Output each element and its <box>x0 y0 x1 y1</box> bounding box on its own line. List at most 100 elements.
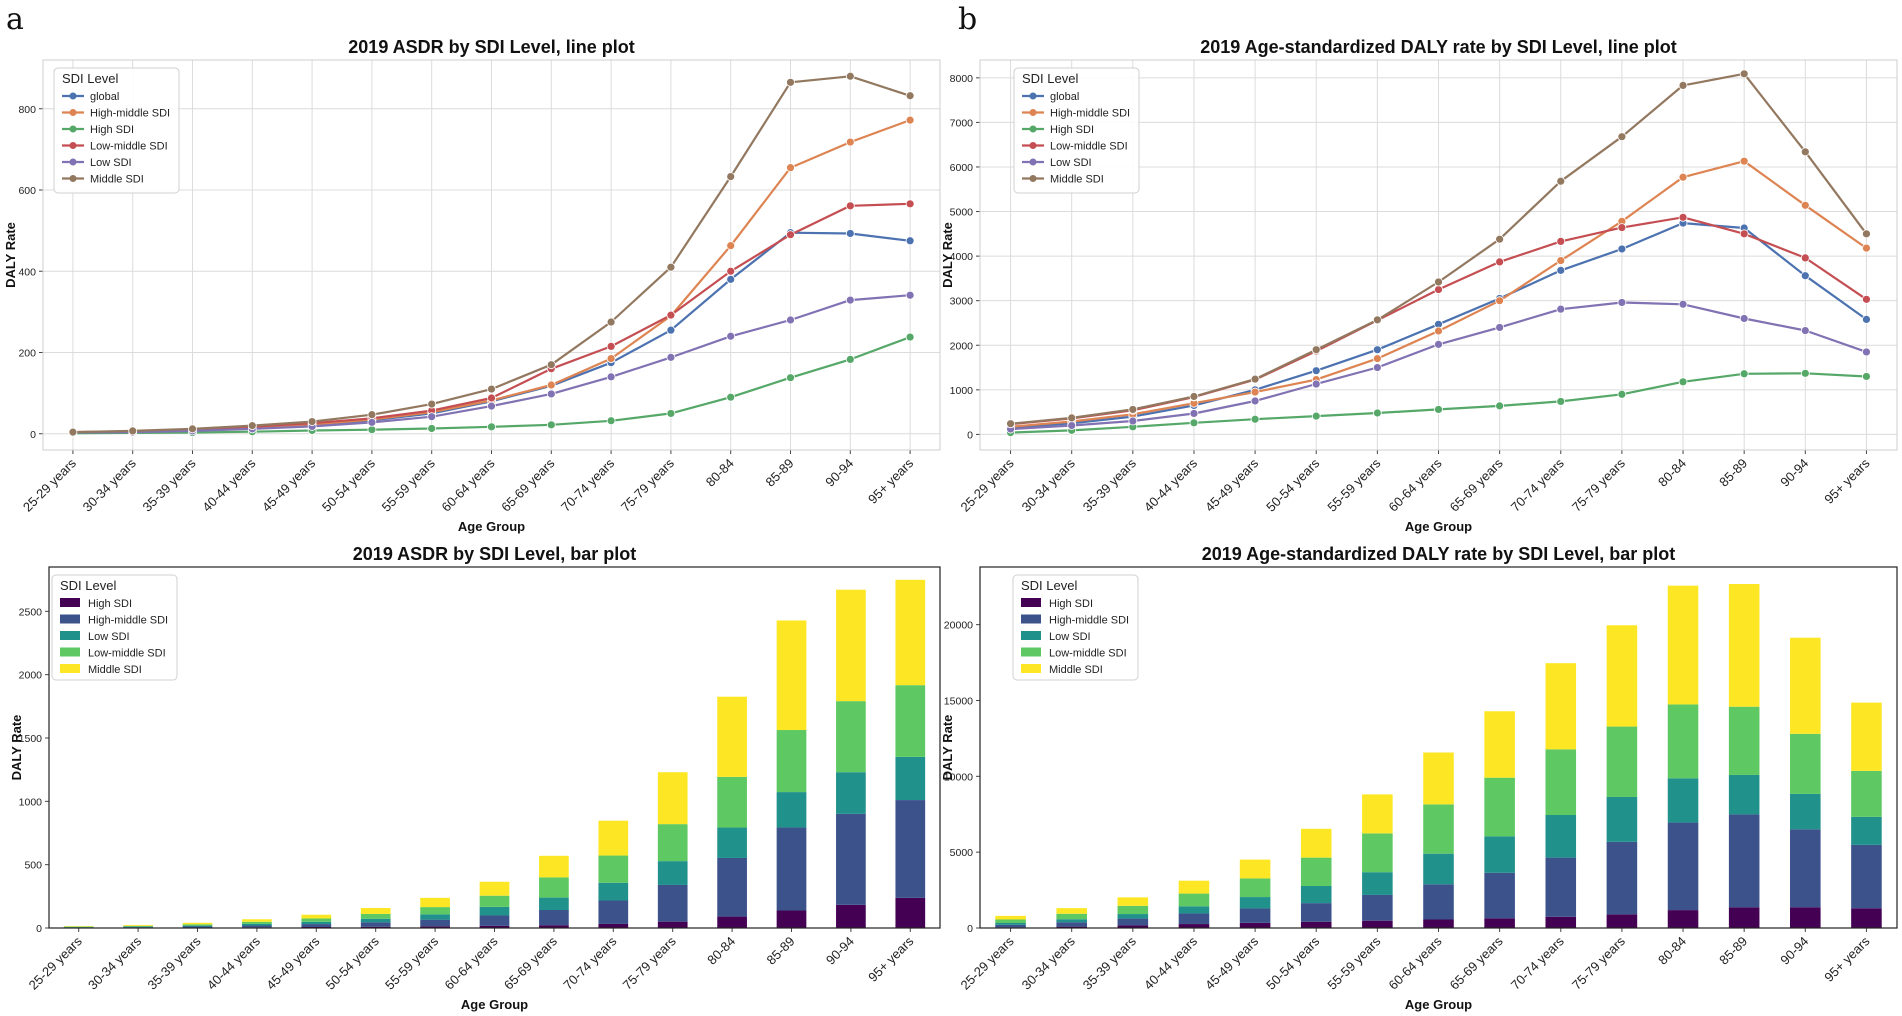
asdr-bar-legend-low-middle-sdi-label: Low-middle SDI <box>88 648 166 660</box>
asdr-line-xtick-label: 50-54 years <box>319 455 379 515</box>
asdr-bar-bar-high-middle-sdi <box>301 924 332 927</box>
daly-bar-bar-high-middle-sdi <box>1606 841 1638 915</box>
daly-bar-bar-low-middle-sdi <box>995 919 1026 923</box>
asdr-line-series-middle-sdi-point <box>606 317 616 327</box>
daly-line-xtick-label: 55-59 years <box>1324 455 1384 515</box>
daly-bar-legend-low-sdi-swatch <box>1021 631 1041 640</box>
asdr-line-series-middle-sdi-point <box>546 360 556 370</box>
asdr-bar-bar-high-middle-sdi <box>776 827 807 911</box>
asdr-line-legend-low-sdi-marker <box>69 158 77 166</box>
panel-letter-b: b <box>958 2 978 37</box>
daly-line-xtick-label: 95+ years <box>1821 455 1873 507</box>
daly-bar-bar-low-sdi <box>1606 796 1638 842</box>
daly-line-series-high-middle-sdi-point <box>1250 387 1260 397</box>
asdr-line-xlabel: Age Group <box>458 519 525 534</box>
daly-line-xlabel: Age Group <box>1405 519 1472 534</box>
asdr-bar-chart: 2019 ASDR by SDI Level, bar plot 0 500 1000… <box>9 544 941 1012</box>
daly-line-ytick-label: 5000 <box>950 207 974 219</box>
asdr-bar-bar-high-middle-sdi <box>182 926 213 928</box>
daly-line-series-high-sdi-point <box>1250 414 1260 424</box>
daly-bar-ytick-label: 20000 <box>944 620 973 632</box>
asdr-bar-bar-low-sdi <box>836 772 866 814</box>
daly-bar-bar-high-sdi <box>1056 926 1087 928</box>
asdr-line-series-middle-sdi-point <box>845 71 855 81</box>
daly-bar-bar-middle-sdi <box>1362 794 1393 834</box>
asdr-line-series-high-sdi-point <box>606 416 616 426</box>
daly-bar-bar-middle-sdi <box>1545 663 1577 750</box>
daly-line-series-low-sdi-point <box>1800 326 1810 335</box>
daly-bar-ytick-label: 15000 <box>944 695 973 707</box>
asdr-bar-bar-high-sdi <box>360 926 391 928</box>
daly-line-series-low-sdi-point <box>1067 421 1077 430</box>
daly-line-xtick-label: 45-49 years <box>1202 455 1262 515</box>
asdr-bar-bar-middle-sdi <box>895 579 926 686</box>
asdr-bar-xtick-label: 85-89 <box>764 934 798 968</box>
asdr-line-series-global-point <box>726 274 736 284</box>
daly-bar-bar-high-sdi <box>1545 916 1577 928</box>
asdr-bar-bar-middle-sdi <box>301 914 332 919</box>
asdr-bar-xtick-label: 50-54 years <box>323 933 383 993</box>
daly-line-series-middle-sdi-point <box>1434 277 1443 287</box>
asdr-bar-bar-low-middle-sdi <box>360 913 391 919</box>
daly-bar-bar-middle-sdi <box>1300 828 1332 858</box>
daly-bar-bar-middle-sdi <box>1178 880 1210 894</box>
daly-bar-bar-middle-sdi <box>1117 897 1149 906</box>
asdr-bar-bar-high-sdi <box>539 925 569 928</box>
daly-line-chart: 2019 Age-standardized DALY rate by SDI L… <box>940 37 1898 534</box>
daly-bar-legend-high-sdi-label: High SDI <box>1049 598 1093 610</box>
daly-line-series-low-sdi-point <box>1434 339 1443 349</box>
daly-line-legend-low-sdi-marker <box>1029 158 1037 166</box>
daly-line-series-high-middle-sdi-point <box>1495 296 1505 306</box>
daly-line-series-high-sdi-point <box>1189 418 1199 428</box>
daly-line-legend-high-middle-sdi-label: High-middle SDI <box>1050 108 1130 120</box>
asdr-line-legend-box <box>53 67 180 194</box>
daly-bar-xtick-label: 90-94 <box>1777 934 1811 968</box>
daly-line-legend-box <box>1013 67 1140 194</box>
daly-line-ylabel: DALY Rate <box>940 222 955 288</box>
daly-line-series-low-sdi-point <box>1189 409 1199 418</box>
asdr-bar-bar-low-middle-sdi <box>63 926 94 928</box>
daly-bar-bar-low-sdi <box>1239 897 1271 909</box>
daly-line-series-low-middle-sdi-point <box>1800 253 1810 263</box>
daly-bar-xtick-label: 45-49 years <box>1202 933 1262 993</box>
daly-bar-bar-low-sdi <box>1667 778 1699 823</box>
daly-line-series-high-middle-sdi-point <box>1800 200 1810 210</box>
daly-line-xtick-label: 75-79 years <box>1569 455 1629 515</box>
asdr-line-series-high-middle-sdi-point <box>606 354 616 363</box>
daly-bar-bar-high-sdi <box>1606 914 1638 928</box>
asdr-line-xtick-label: 30-34 years <box>80 455 140 515</box>
daly-bar-legend-low-middle-sdi-label: Low-middle SDI <box>1049 648 1127 660</box>
daly-bar-legend-high-middle-sdi-swatch <box>1021 614 1041 624</box>
daly-bar-bar-high-sdi <box>1667 910 1699 928</box>
asdr-bar-legend-low-middle-sdi-swatch <box>60 647 80 657</box>
daly-bar-bar-middle-sdi <box>995 915 1026 920</box>
asdr-line-series-middle-sdi-point <box>68 427 78 437</box>
daly-bar-bar-low-sdi <box>1790 793 1821 830</box>
daly-line-series-high-sdi-point <box>1372 408 1382 418</box>
asdr-line-series-high-middle-sdi-point <box>546 380 556 390</box>
asdr-line-series-middle-sdi-point <box>726 172 736 181</box>
daly-line-series-middle-sdi-point <box>1250 374 1260 384</box>
asdr-bar-legend-middle-sdi-swatch <box>60 664 80 673</box>
asdr-bar-xlabel: Age Group <box>461 997 528 1012</box>
asdr-line-xtick-label: 90-94 <box>822 456 856 490</box>
daly-bar-bar-middle-sdi <box>1484 711 1515 778</box>
daly-bar-bar-low-middle-sdi <box>1117 905 1149 915</box>
asdr-bar-bar-high-middle-sdi <box>360 922 391 927</box>
asdr-bar-xtick-label: 55-59 years <box>382 933 442 993</box>
asdr-bar-bar-middle-sdi <box>360 907 391 914</box>
asdr-bar-bar-high-middle-sdi <box>836 813 866 905</box>
asdr-line-series-low-middle-sdi-point <box>487 393 496 403</box>
daly-bar-bar-high-middle-sdi <box>1178 913 1210 925</box>
daly-line-ytick-label: 2000 <box>950 340 974 352</box>
asdr-line-series-low-sdi-point <box>487 401 496 411</box>
asdr-line-xtick-label: 75-79 years <box>618 455 678 515</box>
daly-line-series-middle-sdi-point <box>1189 392 1199 401</box>
daly-line-xtick-label: 65-69 years <box>1447 455 1507 515</box>
asdr-line-legend-middle-sdi-marker <box>69 175 77 182</box>
asdr-bar-bar-high-middle-sdi <box>657 884 688 922</box>
asdr-bar-bar-middle-sdi <box>123 924 153 926</box>
daly-bar-bar-high-sdi <box>1423 919 1454 928</box>
daly-bar-legend-low-middle-sdi-swatch <box>1021 647 1041 657</box>
asdr-bar-bar-low-sdi <box>895 756 926 801</box>
